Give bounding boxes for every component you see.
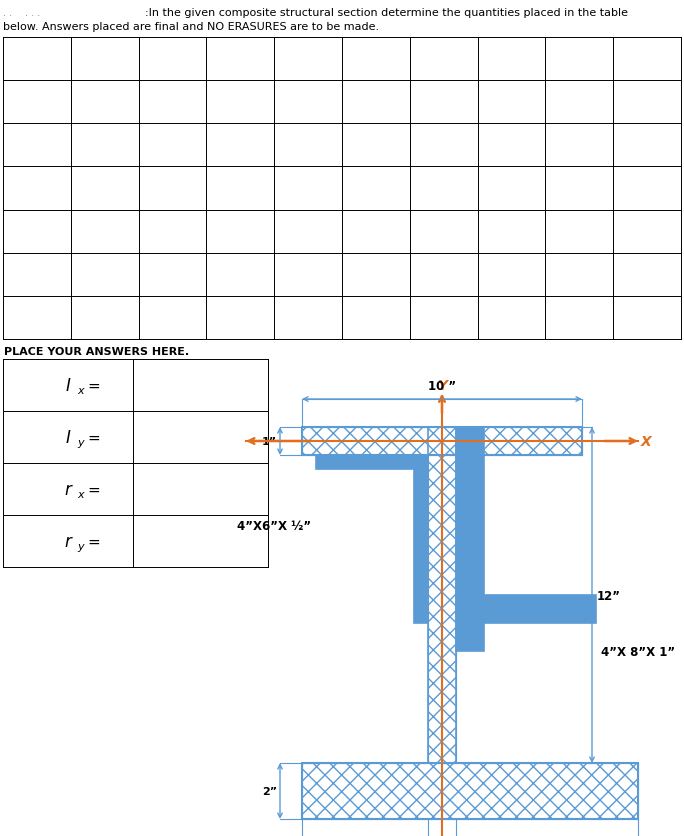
Bar [414,456,428,624]
Text: x: x [77,489,83,499]
Text: 12”: 12” [597,589,621,602]
Bar [484,595,596,624]
Text: . . .: . . . [25,8,40,18]
Text: =: = [87,378,100,393]
Text: 4”X6”X ½”: 4”X6”X ½” [237,519,311,532]
Text: X: X [641,435,652,448]
Text: Y: Y [437,379,447,393]
Bar [428,427,456,763]
Text: 1”: 1” [262,436,277,446]
Text: I: I [66,429,70,446]
Text: y: y [77,542,83,551]
Text: 2”: 2” [262,786,277,796]
Bar [302,427,582,456]
Bar [316,456,428,470]
Bar [428,427,456,763]
Bar [302,763,638,819]
Text: I: I [66,376,70,395]
Text: 10 ”: 10 ” [428,380,456,393]
Text: =: = [87,482,100,497]
Text: =: = [87,430,100,445]
Bar [302,763,638,819]
Text: PLACE YOUR ANSWERS HERE.: PLACE YOUR ANSWERS HERE. [4,347,189,357]
Bar [302,763,638,819]
Bar [302,427,582,456]
Text: r: r [64,533,71,550]
Text: :In the given composite structural section determine the quantities placed in th: :In the given composite structural secti… [145,8,628,18]
Text: below. Answers placed are final and NO ERASURES are to be made.: below. Answers placed are final and NO E… [3,22,386,32]
Text: x: x [77,385,83,395]
Bar [428,427,456,763]
Bar [302,427,582,456]
Bar [456,427,484,651]
Text: 4”X 8”X 1”: 4”X 8”X 1” [601,645,675,658]
Text: r: r [64,481,71,498]
Text: y: y [77,437,83,447]
Text: . .: . . [3,8,12,18]
Text: =: = [87,534,100,549]
